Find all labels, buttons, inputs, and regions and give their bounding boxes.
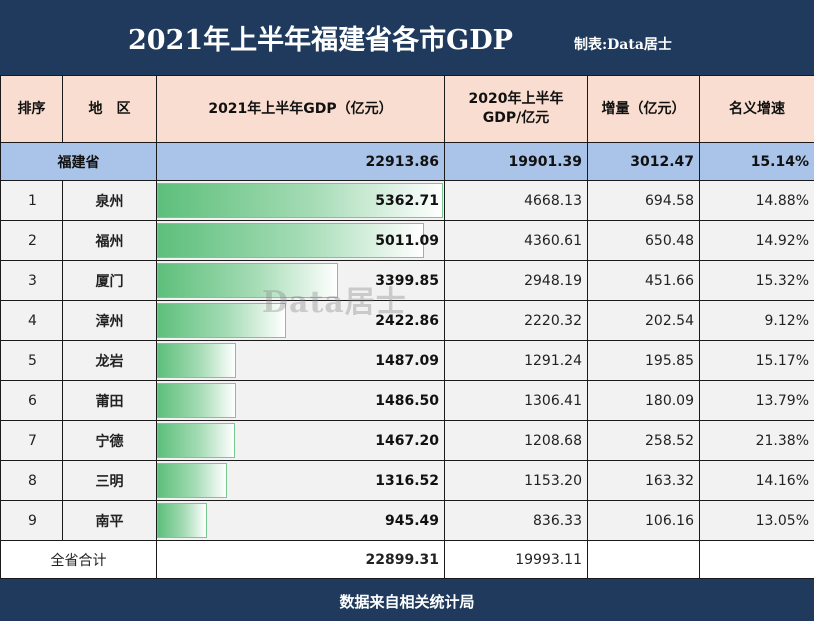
rank-cell: 5 — [1, 341, 63, 381]
city-cell: 三明 — [63, 461, 157, 501]
increase-cell: 106.16 — [588, 501, 700, 541]
province-name: 福建省 — [1, 143, 157, 181]
growth-cell: 21.38% — [700, 421, 814, 461]
increase-cell: 451.66 — [588, 261, 700, 301]
province-gdp2021: 22913.86 — [157, 143, 445, 181]
rank-cell: 8 — [1, 461, 63, 501]
gdp2021-value: 945.49 — [157, 513, 444, 529]
city-cell: 龙岩 — [63, 341, 157, 381]
total-label: 全省合计 — [1, 541, 157, 579]
city-cell: 南平 — [63, 501, 157, 541]
header-growth: 名义增速 — [700, 76, 814, 143]
city-cell: 福州 — [63, 221, 157, 261]
gdp2020-cell: 1291.24 — [445, 341, 588, 381]
gdp2021-value: 1486.50 — [157, 393, 444, 409]
gdp2021-cell: 3399.85 — [157, 261, 445, 301]
gdp-table: 排序 地 区 2021年上半年GDP（亿元） 2020年上半年 GDP/亿元 增… — [0, 75, 814, 579]
province-growth: 15.14% — [700, 143, 814, 181]
increase-cell: 694.58 — [588, 181, 700, 221]
rank-cell: 6 — [1, 381, 63, 421]
gdp2021-cell: 5011.09 — [157, 221, 445, 261]
gdp2021-value: 3399.85 — [157, 273, 444, 289]
gdp2021-cell: 945.49 — [157, 501, 445, 541]
gdp2020-cell: 4360.61 — [445, 221, 588, 261]
gdp2021-cell: 1467.20 — [157, 421, 445, 461]
growth-cell: 15.32% — [700, 261, 814, 301]
header-gdp2021: 2021年上半年GDP（亿元） — [157, 76, 445, 143]
province-increase: 3012.47 — [588, 143, 700, 181]
city-cell: 厦门 — [63, 261, 157, 301]
gdp2021-value: 1467.20 — [157, 433, 444, 449]
increase-cell: 163.32 — [588, 461, 700, 501]
rank-cell: 3 — [1, 261, 63, 301]
increase-cell: 650.48 — [588, 221, 700, 261]
header-region: 地 区 — [63, 76, 157, 143]
gdp2021-value: 2422.86 — [157, 313, 444, 329]
rank-cell: 1 — [1, 181, 63, 221]
total-increase-empty — [588, 541, 700, 579]
growth-cell: 15.17% — [700, 341, 814, 381]
gdp2020-cell: 1153.20 — [445, 461, 588, 501]
gdp2021-cell: 1316.52 — [157, 461, 445, 501]
city-cell: 莆田 — [63, 381, 157, 421]
growth-cell: 14.16% — [700, 461, 814, 501]
title-bar: 2021年上半年福建省各市GDP 制表:Data居士 — [0, 0, 814, 75]
footer-source: 数据来自相关统计局 — [0, 579, 814, 621]
province-gdp2020: 19901.39 — [445, 143, 588, 181]
header-increase: 增量（亿元） — [588, 76, 700, 143]
gdp2021-cell: 5362.71 — [157, 181, 445, 221]
gdp2020-cell: 4668.13 — [445, 181, 588, 221]
gdp2020-cell: 1208.68 — [445, 421, 588, 461]
city-cell: 宁德 — [63, 421, 157, 461]
growth-cell: 14.88% — [700, 181, 814, 221]
total-row: 全省合计 22899.31 19993.11 — [1, 541, 814, 579]
gdp2021-cell: 1487.09 — [157, 341, 445, 381]
growth-cell: 9.12% — [700, 301, 814, 341]
gdp2021-cell: 2422.86 — [157, 301, 445, 341]
rank-cell: 7 — [1, 421, 63, 461]
gdp2020-cell: 1306.41 — [445, 381, 588, 421]
header-gdp2020: 2020年上半年 GDP/亿元 — [445, 76, 588, 143]
gdp2020-cell: 836.33 — [445, 501, 588, 541]
credit-label: 制表:Data居士 — [574, 34, 672, 54]
city-cell: 漳州 — [63, 301, 157, 341]
gdp2020-cell: 2948.19 — [445, 261, 588, 301]
city-cell: 泉州 — [63, 181, 157, 221]
gdp2021-value: 1487.09 — [157, 353, 444, 369]
gdp2021-value: 5011.09 — [157, 233, 444, 249]
increase-cell: 202.54 — [588, 301, 700, 341]
growth-cell: 13.05% — [700, 501, 814, 541]
gdp2021-value: 5362.71 — [157, 193, 444, 209]
growth-cell: 13.79% — [700, 381, 814, 421]
total-growth-empty — [700, 541, 814, 579]
table-header-row: 排序 地 区 2021年上半年GDP（亿元） 2020年上半年 GDP/亿元 增… — [1, 76, 814, 143]
rank-cell: 9 — [1, 501, 63, 541]
total-gdp2020: 19993.11 — [445, 541, 588, 579]
header-gdp2020-line2: GDP/亿元 — [483, 110, 550, 126]
page-title: 2021年上半年福建省各市GDP — [128, 18, 513, 57]
gdp2021-value: 1316.52 — [157, 473, 444, 489]
rank-cell: 2 — [1, 221, 63, 261]
gdp2021-cell: 1486.50 — [157, 381, 445, 421]
rank-cell: 4 — [1, 301, 63, 341]
gdp2020-cell: 2220.32 — [445, 301, 588, 341]
header-rank: 排序 — [1, 76, 63, 143]
header-gdp2020-line1: 2020年上半年 — [469, 91, 564, 107]
increase-cell: 180.09 — [588, 381, 700, 421]
total-gdp2021: 22899.31 — [157, 541, 445, 579]
increase-cell: 258.52 — [588, 421, 700, 461]
increase-cell: 195.85 — [588, 341, 700, 381]
growth-cell: 14.92% — [700, 221, 814, 261]
province-row: 福建省 22913.86 19901.39 3012.47 15.14% — [1, 143, 814, 181]
